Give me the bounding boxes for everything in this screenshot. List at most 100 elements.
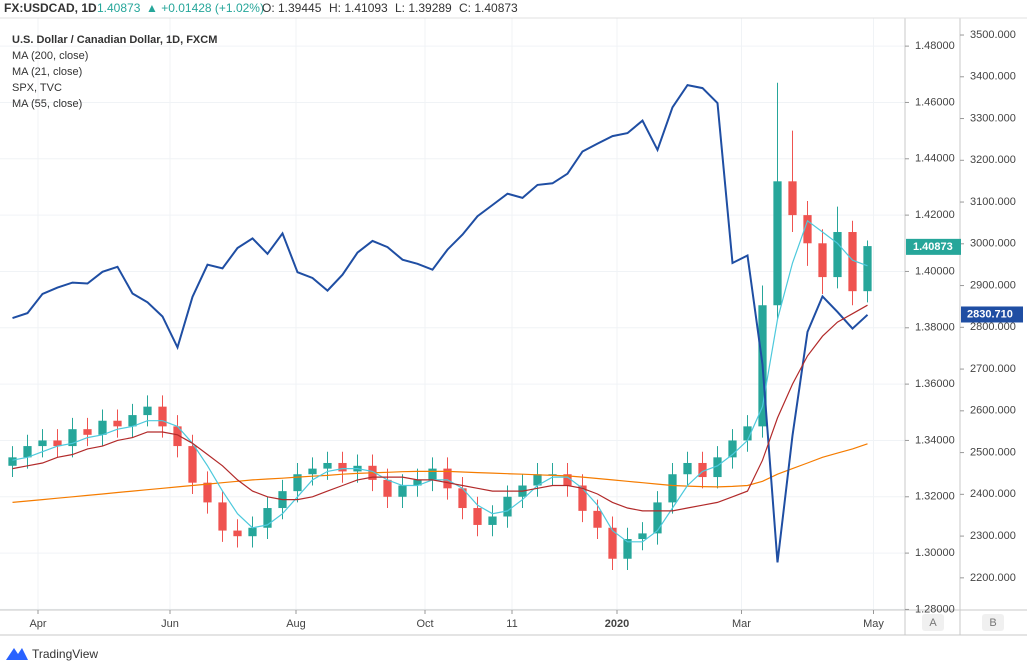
y-tick-label: 1.34000 — [915, 434, 955, 446]
series-line — [12, 304, 868, 512]
y-tick-label: 1.28000 — [915, 603, 955, 615]
candle-body — [68, 429, 77, 447]
candle-body — [728, 440, 737, 458]
candle-body — [578, 485, 587, 511]
candle-body — [83, 429, 92, 435]
candle-body — [773, 181, 782, 306]
price-tag — [906, 238, 961, 255]
candle-body — [788, 181, 797, 216]
spx-tag — [961, 306, 1023, 323]
candle-body — [653, 502, 662, 534]
ohlc-open: O: 1.39445 — [262, 1, 322, 15]
x-tick-label: 2020 — [605, 618, 629, 630]
candle-body — [863, 246, 872, 292]
y-tick-label: 1.42000 — [915, 209, 955, 221]
candle-body — [428, 468, 437, 480]
candle-body — [548, 474, 557, 476]
legend-entry: MA (200, close) — [12, 50, 88, 62]
candle-body — [308, 468, 317, 475]
y-tick-label: 1.44000 — [915, 153, 955, 165]
y2-tick-label: 2600.000 — [970, 405, 1016, 417]
candle-body — [803, 215, 812, 244]
candle-body — [323, 462, 332, 469]
x-tick-label: Mar — [732, 618, 751, 630]
candle-body — [218, 502, 227, 531]
y-tick-label: 1.46000 — [915, 96, 955, 108]
legend-entry: MA (55, close) — [12, 98, 82, 110]
candle-body — [248, 527, 257, 537]
candle-body — [413, 479, 422, 486]
candle-body — [173, 426, 182, 447]
y2-tick-label: 2700.000 — [970, 363, 1016, 375]
scale-button-label[interactable]: B — [989, 617, 996, 629]
plot-area — [8, 82, 872, 571]
candle-body — [533, 474, 542, 486]
y2-tick-label: 3000.000 — [970, 238, 1016, 250]
candle-body — [398, 485, 407, 497]
y2-tick-label: 2800.000 — [970, 321, 1016, 333]
candle-body — [833, 232, 842, 278]
y2-tick-label: 2900.000 — [970, 279, 1016, 291]
candle-body — [38, 440, 47, 447]
y-tick-label: 1.48000 — [915, 40, 955, 52]
candle-body — [563, 474, 572, 486]
candle-body — [818, 243, 827, 278]
x-tick-label: May — [863, 618, 884, 630]
candle-body — [293, 474, 302, 492]
y2-tick-label: 2400.000 — [970, 488, 1016, 500]
candle-body — [113, 420, 122, 427]
candle-body — [458, 488, 467, 509]
x-tick-label: Apr — [29, 618, 46, 630]
brand: TradingView — [32, 647, 98, 661]
candle-body — [158, 406, 167, 427]
spx-tag-label: 2830.710 — [967, 308, 1013, 320]
scale-button-label[interactable]: A — [929, 617, 937, 629]
legend-entry: MA (21, close) — [12, 66, 82, 78]
legend-entry: U.S. Dollar / Canadian Dollar, 1D, FXCM — [12, 34, 217, 46]
candle-body — [338, 462, 347, 472]
candle-body — [683, 462, 692, 475]
candle-body — [638, 533, 647, 540]
candle-body — [743, 426, 752, 441]
y2-tick-label: 2300.000 — [970, 530, 1016, 542]
candle-body — [488, 516, 497, 525]
candle-body — [698, 462, 707, 478]
candle-body — [203, 482, 212, 503]
brand-logo — [6, 648, 28, 660]
y2-tick-label: 3400.000 — [970, 71, 1016, 83]
x-tick-label: Oct — [416, 618, 433, 630]
y2-tick-label: 2500.000 — [970, 446, 1016, 458]
candle-body — [128, 415, 137, 427]
y-tick-label: 1.38000 — [915, 322, 955, 334]
candle-body — [263, 508, 272, 528]
candle-body — [668, 474, 677, 503]
ohlc-low: L: 1.39289 — [395, 1, 452, 15]
last-price: 1.40873 — [97, 1, 141, 15]
grid — [0, 18, 905, 610]
candle-body — [623, 539, 632, 559]
y2-tick-label: 2200.000 — [970, 572, 1016, 584]
candle-body — [503, 496, 512, 517]
candle-body — [53, 440, 62, 447]
y-tick-label: 1.36000 — [915, 378, 955, 390]
price-tag-label: 1.40873 — [913, 241, 953, 253]
y2-tick-label: 3300.000 — [970, 112, 1016, 124]
change: ▲ +0.01428 (+1.02%) — [146, 1, 264, 15]
y-tick-label: 1.32000 — [915, 491, 955, 503]
scale-button[interactable] — [982, 614, 1004, 631]
candle-body — [608, 527, 617, 559]
legend-entry: SPX, TVC — [12, 82, 62, 94]
axes: 1.28000 1.30000 1.32000 1.34000 1.36000 1.380… — [29, 29, 1023, 630]
candle-body — [8, 457, 17, 466]
candle-body — [848, 232, 857, 292]
candle-body — [593, 510, 602, 528]
candle-body — [443, 468, 452, 489]
y-tick-label: 1.40000 — [915, 265, 955, 277]
x-tick-label: 11 — [506, 618, 517, 630]
candle-body — [143, 406, 152, 416]
scale-button[interactable] — [922, 614, 944, 631]
x-tick-label: Jun — [161, 618, 179, 630]
